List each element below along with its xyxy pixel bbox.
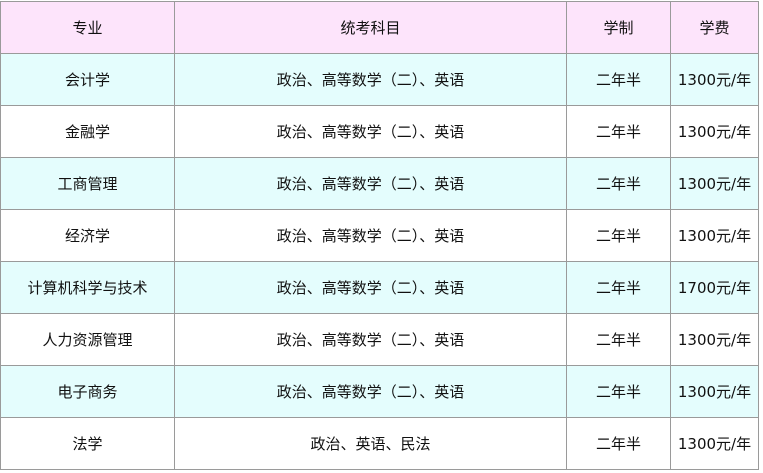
tuition-cell: 1300元/年 [670,417,759,470]
subjects-cell: 政治、高等数学（二）、英语 [174,313,567,366]
table-row: 计算机科学与技术 政治、高等数学（二）、英语 二年半 1700元/年 [0,261,759,314]
tuition-cell: 1700元/年 [670,261,759,314]
header-row: 专业 统考科目 学制 学费 [0,1,759,54]
header-major: 专业 [0,1,175,54]
tuition-cell: 1300元/年 [670,53,759,106]
table-row: 法学 政治、英语、民法 二年半 1300元/年 [0,417,759,470]
tuition-cell: 1300元/年 [670,313,759,366]
major-cell: 法学 [0,417,175,470]
subjects-cell: 政治、高等数学（二）、英语 [174,365,567,418]
tuition-cell: 1300元/年 [670,209,759,262]
duration-cell: 二年半 [566,157,671,210]
table-row: 会计学 政治、高等数学（二）、英语 二年半 1300元/年 [0,53,759,106]
major-cell: 电子商务 [0,365,175,418]
duration-cell: 二年半 [566,365,671,418]
table-row: 电子商务 政治、高等数学（二）、英语 二年半 1300元/年 [0,365,759,418]
major-cell: 人力资源管理 [0,313,175,366]
duration-cell: 二年半 [566,105,671,158]
major-cell: 经济学 [0,209,175,262]
table-row: 人力资源管理 政治、高等数学（二）、英语 二年半 1300元/年 [0,313,759,366]
table-row: 经济学 政治、高等数学（二）、英语 二年半 1300元/年 [0,209,759,262]
duration-cell: 二年半 [566,261,671,314]
header-duration: 学制 [566,1,671,54]
tuition-cell: 1300元/年 [670,365,759,418]
major-cell: 金融学 [0,105,175,158]
major-cell: 会计学 [0,53,175,106]
major-cell: 计算机科学与技术 [0,261,175,314]
major-cell: 工商管理 [0,157,175,210]
tuition-cell: 1300元/年 [670,157,759,210]
header-tuition: 学费 [670,1,759,54]
tuition-cell: 1300元/年 [670,105,759,158]
duration-cell: 二年半 [566,53,671,106]
subjects-cell: 政治、英语、民法 [174,417,567,470]
header-subjects: 统考科目 [174,1,567,54]
subjects-cell: 政治、高等数学（二）、英语 [174,157,567,210]
subjects-cell: 政治、高等数学（二）、英语 [174,53,567,106]
table-row: 金融学 政治、高等数学（二）、英语 二年半 1300元/年 [0,105,759,158]
subjects-cell: 政治、高等数学（二）、英语 [174,105,567,158]
subjects-cell: 政治、高等数学（二）、英语 [174,209,567,262]
duration-cell: 二年半 [566,417,671,470]
subjects-cell: 政治、高等数学（二）、英语 [174,261,567,314]
duration-cell: 二年半 [566,209,671,262]
table-row: 工商管理 政治、高等数学（二）、英语 二年半 1300元/年 [0,157,759,210]
duration-cell: 二年半 [566,313,671,366]
